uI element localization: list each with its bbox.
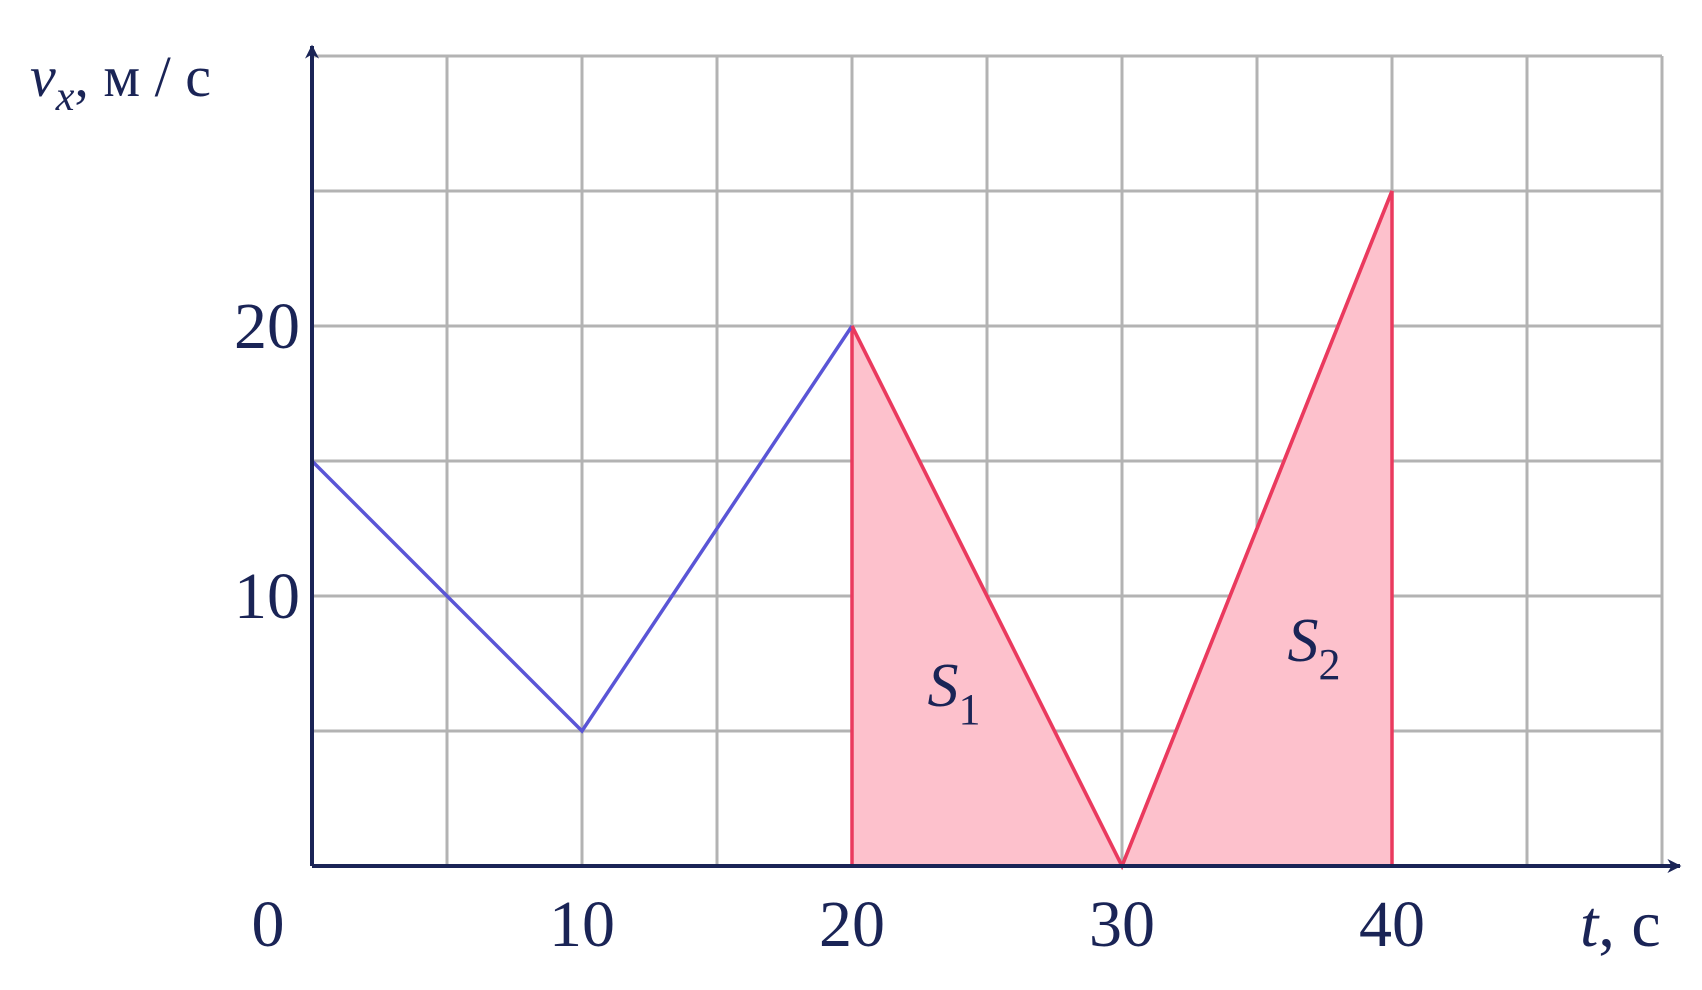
y-axis-unit: , м / с [74, 44, 211, 109]
y-axis-symbol: v [30, 44, 56, 109]
y-tick-label: 10 [234, 560, 300, 633]
area-label-symbol: S [1288, 607, 1319, 675]
area-label-sub: 2 [1319, 640, 1341, 689]
y-axis-sub: x [55, 74, 75, 120]
line [310, 325, 854, 734]
x-tick-label: 30 [1089, 888, 1155, 961]
x-tick-label: 10 [549, 888, 615, 961]
y-axis-label: vx, м / с [30, 44, 211, 120]
area-label-symbol: S [928, 652, 959, 720]
area-label: S1 [928, 652, 981, 734]
x-axis-unit: , с [1598, 888, 1660, 961]
x-tick-label: 0 [252, 888, 285, 961]
area-label-sub: 1 [959, 685, 981, 734]
y-tick-label: 20 [234, 290, 300, 363]
x-axis-symbol: t [1580, 888, 1600, 961]
x-tick-label: 20 [819, 888, 885, 961]
x-tick-label: 40 [1359, 888, 1425, 961]
x-axis-label: t, с [1580, 888, 1661, 961]
area-label: S2 [1288, 607, 1341, 689]
